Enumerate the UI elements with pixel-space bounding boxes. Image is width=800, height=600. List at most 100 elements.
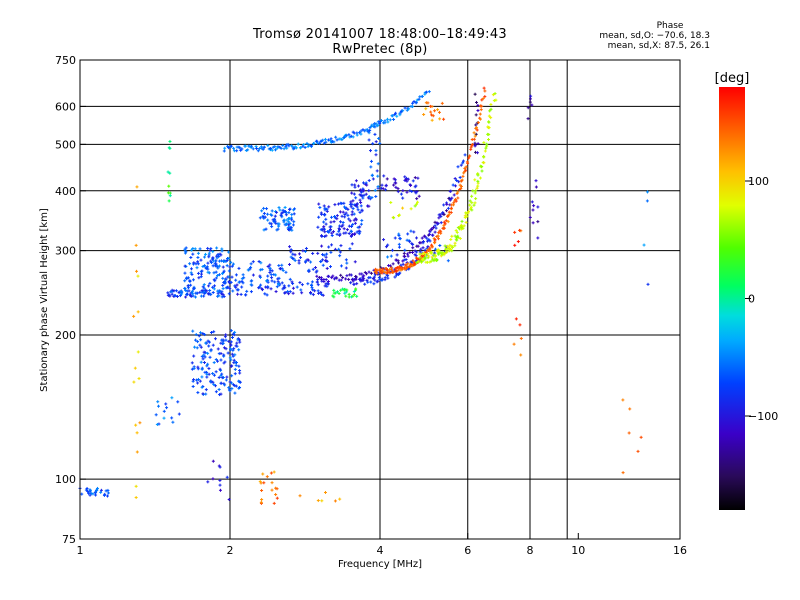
echo-point xyxy=(356,275,358,279)
echo-point xyxy=(520,353,522,357)
echo-point xyxy=(395,111,397,115)
echo-point xyxy=(189,279,191,283)
echo-point xyxy=(537,205,539,209)
echo-point xyxy=(158,404,160,408)
echo-point xyxy=(392,114,394,118)
echo-point xyxy=(455,184,457,188)
echo-point xyxy=(136,431,138,435)
echo-point xyxy=(311,286,313,290)
echo-point xyxy=(433,253,435,257)
echo-point xyxy=(316,139,318,143)
echo-point xyxy=(216,254,218,258)
echo-point xyxy=(462,161,464,165)
echo-point xyxy=(406,176,408,180)
echo-point xyxy=(217,252,219,256)
echo-point xyxy=(410,183,412,187)
echo-point xyxy=(292,282,294,286)
echo-point xyxy=(395,181,397,185)
echo-point xyxy=(404,248,406,252)
echo-point xyxy=(322,228,324,232)
echo-point xyxy=(431,243,433,247)
echo-point xyxy=(225,347,227,351)
echo-point xyxy=(230,347,232,351)
echo-point xyxy=(424,235,426,239)
echo-point xyxy=(370,159,372,163)
echo-point xyxy=(477,151,479,155)
echo-point xyxy=(439,251,441,255)
echo-point xyxy=(484,89,486,93)
echo-point xyxy=(339,224,341,228)
y-tick-label: 400 xyxy=(55,185,76,198)
echo-point xyxy=(281,281,283,285)
echo-point xyxy=(416,250,418,254)
echo-point xyxy=(412,259,414,263)
echo-point xyxy=(340,201,342,205)
echo-point xyxy=(338,229,340,233)
echo-point xyxy=(340,220,342,224)
echo-point xyxy=(388,268,390,272)
echo-point xyxy=(318,215,320,219)
echo-point xyxy=(372,177,374,181)
echo-point xyxy=(475,197,477,201)
echo-point xyxy=(440,254,442,258)
echo-point xyxy=(428,238,430,242)
echo-point xyxy=(354,260,356,264)
echo-point xyxy=(187,286,189,290)
echo-point xyxy=(242,273,244,277)
echo-point xyxy=(218,376,220,380)
echo-point xyxy=(337,202,339,206)
echo-point xyxy=(415,256,417,260)
echo-point xyxy=(394,113,396,117)
echo-point xyxy=(359,225,361,229)
echo-point xyxy=(440,231,442,235)
echo-point xyxy=(208,292,210,296)
echo-point xyxy=(451,234,453,238)
echo-point xyxy=(310,260,312,264)
echo-point xyxy=(355,287,357,291)
echo-point xyxy=(436,221,438,225)
echo-point xyxy=(355,217,357,221)
echo-point xyxy=(92,492,94,496)
echo-point xyxy=(167,170,169,174)
echo-point xyxy=(395,268,397,272)
echo-point xyxy=(488,120,490,124)
echo-point xyxy=(300,256,302,260)
echo-point xyxy=(345,290,347,294)
echo-point xyxy=(324,206,326,210)
echo-point xyxy=(412,246,414,250)
colorbar-tick-label: −100 xyxy=(748,410,778,423)
echo-point xyxy=(379,121,381,125)
echo-point xyxy=(387,274,389,278)
echo-point xyxy=(399,271,401,275)
echo-point xyxy=(345,277,347,281)
echo-point xyxy=(226,375,228,379)
echo-point xyxy=(290,225,292,229)
echo-point xyxy=(349,219,351,223)
echo-point xyxy=(439,117,441,121)
echo-point xyxy=(213,361,215,365)
echo-point xyxy=(276,228,278,232)
echo-point xyxy=(197,271,199,275)
echo-point xyxy=(355,218,357,222)
echo-point xyxy=(490,116,492,120)
echo-point xyxy=(259,285,261,289)
echo-point xyxy=(490,107,492,111)
echo-point xyxy=(271,481,273,485)
echo-point xyxy=(219,290,221,294)
echo-point xyxy=(394,236,396,240)
echo-point xyxy=(393,177,395,181)
echo-point xyxy=(422,257,424,261)
echo-point xyxy=(341,214,343,218)
echo-point xyxy=(465,165,467,169)
echo-point xyxy=(320,211,322,215)
echo-point xyxy=(203,353,205,357)
echo-point xyxy=(395,258,397,262)
echo-point xyxy=(486,144,488,148)
echo-point xyxy=(359,272,361,276)
echo-point xyxy=(307,282,309,286)
echo-point xyxy=(376,169,378,173)
echo-point xyxy=(202,392,204,396)
echo-point xyxy=(331,234,333,238)
echo-point xyxy=(477,121,479,125)
